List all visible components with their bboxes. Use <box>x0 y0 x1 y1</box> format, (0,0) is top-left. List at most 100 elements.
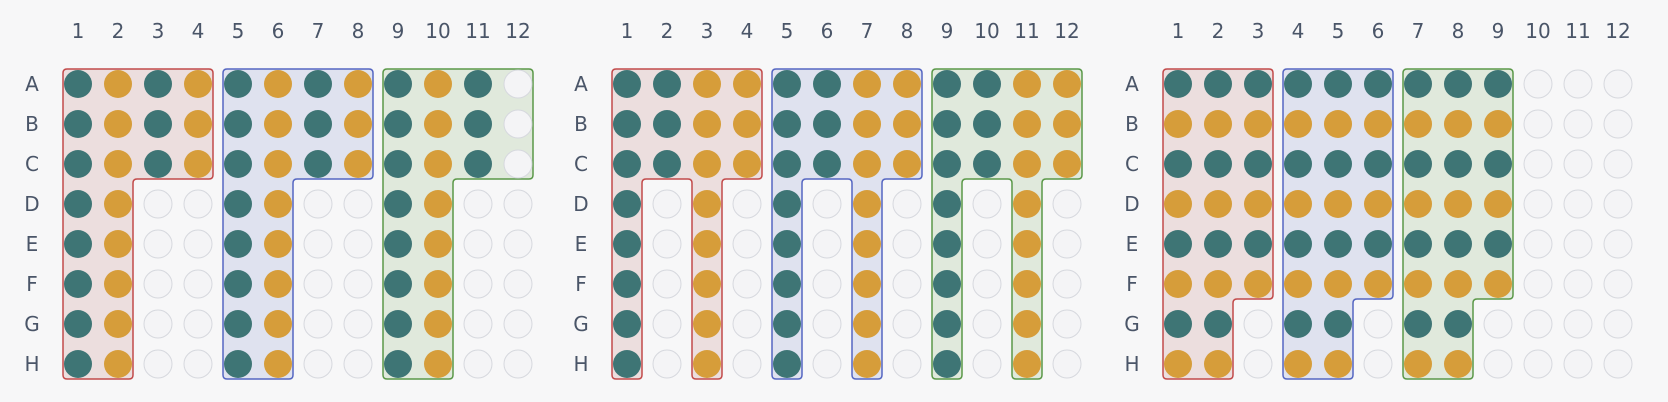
well-amber[interactable] <box>853 310 881 338</box>
well-teal[interactable] <box>384 270 412 298</box>
well-amber[interactable] <box>853 190 881 218</box>
well-empty[interactable] <box>732 269 762 299</box>
well-empty[interactable] <box>343 349 373 379</box>
well-empty[interactable] <box>1563 349 1593 379</box>
well-teal[interactable] <box>464 110 492 138</box>
well-teal[interactable] <box>613 190 641 218</box>
well-empty[interactable] <box>503 109 533 139</box>
well-empty[interactable] <box>892 349 922 379</box>
well-teal[interactable] <box>1324 310 1352 338</box>
well-amber[interactable] <box>1444 350 1472 378</box>
well-teal[interactable] <box>64 150 92 178</box>
well-amber[interactable] <box>1364 190 1392 218</box>
well-teal[interactable] <box>224 190 252 218</box>
well-amber[interactable] <box>1324 350 1352 378</box>
well-amber[interactable] <box>264 230 292 258</box>
well-teal[interactable] <box>384 150 412 178</box>
well-empty[interactable] <box>812 269 842 299</box>
well-empty[interactable] <box>1523 109 1553 139</box>
well-teal[interactable] <box>1284 70 1312 98</box>
well-amber[interactable] <box>1484 270 1512 298</box>
well-amber[interactable] <box>893 110 921 138</box>
well-empty[interactable] <box>972 349 1002 379</box>
well-amber[interactable] <box>1164 350 1192 378</box>
well-empty[interactable] <box>303 269 333 299</box>
well-empty[interactable] <box>1603 109 1633 139</box>
well-teal[interactable] <box>64 350 92 378</box>
well-teal[interactable] <box>1164 150 1192 178</box>
well-amber[interactable] <box>1053 70 1081 98</box>
well-empty[interactable] <box>972 309 1002 339</box>
well-empty[interactable] <box>1563 149 1593 179</box>
well-empty[interactable] <box>1563 229 1593 259</box>
well-empty[interactable] <box>892 269 922 299</box>
well-teal[interactable] <box>1484 150 1512 178</box>
well-empty[interactable] <box>1563 189 1593 219</box>
well-teal[interactable] <box>1284 310 1312 338</box>
well-empty[interactable] <box>463 189 493 219</box>
well-teal[interactable] <box>1244 150 1272 178</box>
well-empty[interactable] <box>303 229 333 259</box>
well-teal[interactable] <box>933 230 961 258</box>
well-teal[interactable] <box>1164 230 1192 258</box>
well-teal[interactable] <box>1324 70 1352 98</box>
well-amber[interactable] <box>853 270 881 298</box>
well-teal[interactable] <box>464 150 492 178</box>
well-teal[interactable] <box>773 270 801 298</box>
well-empty[interactable] <box>183 309 213 339</box>
well-amber[interactable] <box>424 110 452 138</box>
well-empty[interactable] <box>1603 269 1633 299</box>
well-empty[interactable] <box>343 309 373 339</box>
well-amber[interactable] <box>1164 190 1192 218</box>
well-empty[interactable] <box>652 309 682 339</box>
well-teal[interactable] <box>304 110 332 138</box>
well-teal[interactable] <box>1324 230 1352 258</box>
well-empty[interactable] <box>143 229 173 259</box>
well-amber[interactable] <box>693 230 721 258</box>
well-amber[interactable] <box>1164 110 1192 138</box>
well-teal[interactable] <box>653 150 681 178</box>
well-empty[interactable] <box>1523 189 1553 219</box>
well-teal[interactable] <box>224 230 252 258</box>
well-empty[interactable] <box>143 309 173 339</box>
well-amber[interactable] <box>1484 190 1512 218</box>
well-teal[interactable] <box>813 110 841 138</box>
well-teal[interactable] <box>464 70 492 98</box>
well-empty[interactable] <box>503 309 533 339</box>
well-empty[interactable] <box>1052 229 1082 259</box>
well-empty[interactable] <box>812 309 842 339</box>
well-amber[interactable] <box>424 230 452 258</box>
well-teal[interactable] <box>973 70 1001 98</box>
well-teal[interactable] <box>1284 230 1312 258</box>
well-empty[interactable] <box>1603 69 1633 99</box>
well-teal[interactable] <box>653 110 681 138</box>
well-amber[interactable] <box>104 230 132 258</box>
well-teal[interactable] <box>653 70 681 98</box>
well-amber[interactable] <box>1444 190 1472 218</box>
well-teal[interactable] <box>224 270 252 298</box>
well-teal[interactable] <box>384 310 412 338</box>
well-amber[interactable] <box>184 110 212 138</box>
well-empty[interactable] <box>463 229 493 259</box>
well-teal[interactable] <box>773 230 801 258</box>
well-empty[interactable] <box>143 269 173 299</box>
well-amber[interactable] <box>733 110 761 138</box>
well-amber[interactable] <box>1484 110 1512 138</box>
well-empty[interactable] <box>732 189 762 219</box>
well-amber[interactable] <box>104 70 132 98</box>
well-amber[interactable] <box>893 70 921 98</box>
well-teal[interactable] <box>1444 310 1472 338</box>
well-teal[interactable] <box>64 230 92 258</box>
well-amber[interactable] <box>853 150 881 178</box>
well-empty[interactable] <box>1243 349 1273 379</box>
well-empty[interactable] <box>812 349 842 379</box>
well-teal[interactable] <box>813 70 841 98</box>
well-empty[interactable] <box>732 229 762 259</box>
well-empty[interactable] <box>652 269 682 299</box>
well-teal[interactable] <box>1444 70 1472 98</box>
well-empty[interactable] <box>143 349 173 379</box>
well-teal[interactable] <box>773 150 801 178</box>
well-teal[interactable] <box>224 310 252 338</box>
well-teal[interactable] <box>1404 70 1432 98</box>
well-teal[interactable] <box>933 350 961 378</box>
